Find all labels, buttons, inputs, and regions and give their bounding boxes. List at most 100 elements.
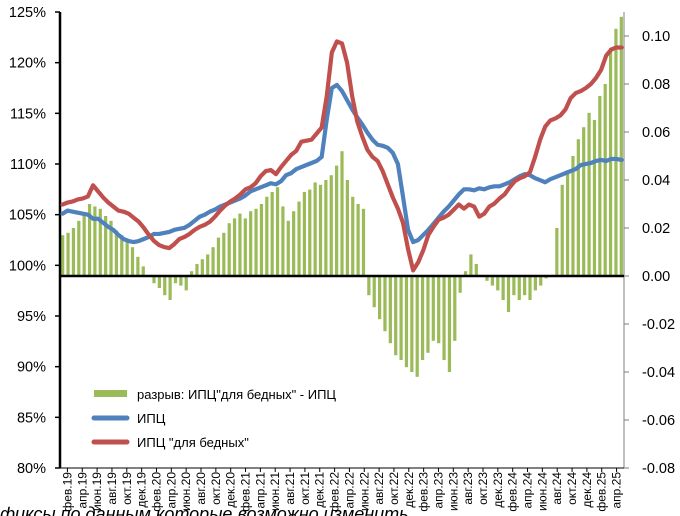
x-tick-label: дек.24 [580, 472, 594, 508]
y-right-tick-label: -0.06 [642, 413, 675, 429]
y-right-tick-label: -0.08 [642, 461, 675, 477]
gap-bar [238, 213, 242, 276]
gap-bar [141, 266, 145, 276]
y-left-tick-label: 125% [9, 5, 46, 21]
gap-bar [318, 184, 323, 276]
gap-bar [109, 220, 113, 276]
gap-bar [324, 180, 328, 276]
gap-bar [232, 218, 237, 276]
gap-bar [292, 211, 296, 276]
gap-bar [125, 240, 129, 276]
y-left-tick-label: 120% [9, 56, 46, 72]
gap-bar [404, 276, 409, 368]
gap-bar [120, 235, 124, 276]
x-tick-label: июн.24 [535, 472, 549, 511]
gap-bar [93, 206, 97, 276]
x-tick-label: фев.23 [417, 472, 431, 512]
gap-bar [114, 230, 119, 276]
gap-bar [367, 276, 371, 296]
x-tick-label: июн.22 [357, 472, 371, 511]
x-tick-label: фев.21 [239, 472, 253, 512]
gap-bar [356, 204, 360, 276]
gap-bar [254, 208, 258, 276]
gap-bar [528, 276, 532, 300]
gap-bar [302, 192, 307, 276]
gap-bar [313, 182, 317, 276]
x-tick-label: окт.21 [298, 472, 312, 505]
x-tick-label: окт.23 [476, 472, 490, 505]
x-tick-label: апр.21 [253, 472, 267, 509]
gap-bar [442, 276, 446, 360]
gap-bar [598, 96, 602, 276]
x-axis-ticks: фев.19 апр.19 июн.19 авг.19 окт.19 дек.19 фев.… [60, 468, 624, 512]
cpi-poor-line [60, 39, 624, 273]
gap-bar [216, 237, 221, 276]
x-tick-label: дек.23 [491, 472, 505, 508]
gap-bar [565, 170, 570, 276]
gap-bar [571, 156, 575, 276]
gap-bar [82, 213, 86, 276]
x-tick-label: апр.25 [610, 472, 624, 509]
gap-bar [136, 256, 140, 276]
gap-bar [512, 276, 516, 296]
y-axis-ticks: 80% 85% 90% 95% 100% 105% 110% 115% 120% 125% -0.0… [9, 5, 675, 477]
gap-bar [576, 139, 580, 276]
gap-bar [77, 220, 81, 276]
gap-bar [496, 276, 500, 291]
gap-bar [340, 151, 344, 276]
x-tick-label: окт.19 [120, 472, 134, 505]
legend-gap-swatch [94, 390, 127, 397]
gap-bar [587, 112, 591, 276]
gap-bar [275, 187, 280, 276]
gap-bar [286, 220, 290, 276]
x-tick-label: авг.19 [105, 472, 119, 505]
y-right-tick-label: 0.00 [642, 269, 670, 285]
gap-bar [66, 232, 70, 276]
y-right-tick-label: -0.04 [642, 365, 675, 381]
x-tick-label: дек.20 [224, 472, 238, 508]
gap-bar [394, 276, 398, 356]
x-tick-label: июн.20 [179, 472, 193, 511]
gap-bar [361, 208, 366, 276]
gap-bar [195, 264, 199, 276]
legend: разрыв: ИПЦ"для бедных" - ИПЦ ИПЦ ИПЦ "д… [91, 387, 336, 450]
gap-bar [335, 165, 339, 276]
gap-bar [383, 276, 387, 332]
gap-bar [152, 276, 156, 284]
gap-bar [474, 264, 478, 276]
gap-bar [426, 276, 430, 353]
x-tick-label: дек.22 [402, 472, 416, 508]
gap-bar [463, 271, 468, 276]
gap-bar [485, 276, 489, 281]
gap-bar [506, 276, 511, 312]
gap-bar [592, 120, 597, 276]
gap-bar [469, 254, 473, 276]
gap-bar [71, 228, 76, 276]
gap-bar [351, 196, 355, 276]
x-tick-label: авг.23 [461, 472, 475, 505]
x-tick-label: апр.20 [164, 472, 178, 509]
y-left-tick-label: 90% [17, 360, 46, 376]
gap-bar [501, 276, 505, 300]
gap-bar [168, 276, 172, 300]
x-tick-label: авг.21 [283, 472, 297, 505]
gap-bar [388, 276, 392, 344]
legend-cpi-label: ИПЦ [137, 411, 166, 426]
gap-bar [270, 192, 274, 276]
gap-bar [490, 276, 495, 286]
gap-bar [517, 276, 521, 300]
gap-bar [399, 276, 403, 360]
gap-bar [582, 127, 586, 276]
gap-bar [184, 276, 188, 291]
y-right-tick-label: 0.04 [642, 173, 670, 189]
gap-bar [87, 204, 92, 276]
gap-bar [533, 276, 537, 291]
y-right-tick-label: -0.02 [642, 317, 675, 333]
legend-cpi-poor-label: ИПЦ "для бедных" [137, 435, 249, 450]
gap-bar [410, 276, 414, 372]
x-tick-label: июн.21 [268, 472, 282, 511]
gap-bar [206, 254, 210, 276]
x-tick-label: фев.19 [60, 472, 74, 512]
gap-bar [539, 276, 543, 286]
gap-bar [61, 235, 65, 276]
